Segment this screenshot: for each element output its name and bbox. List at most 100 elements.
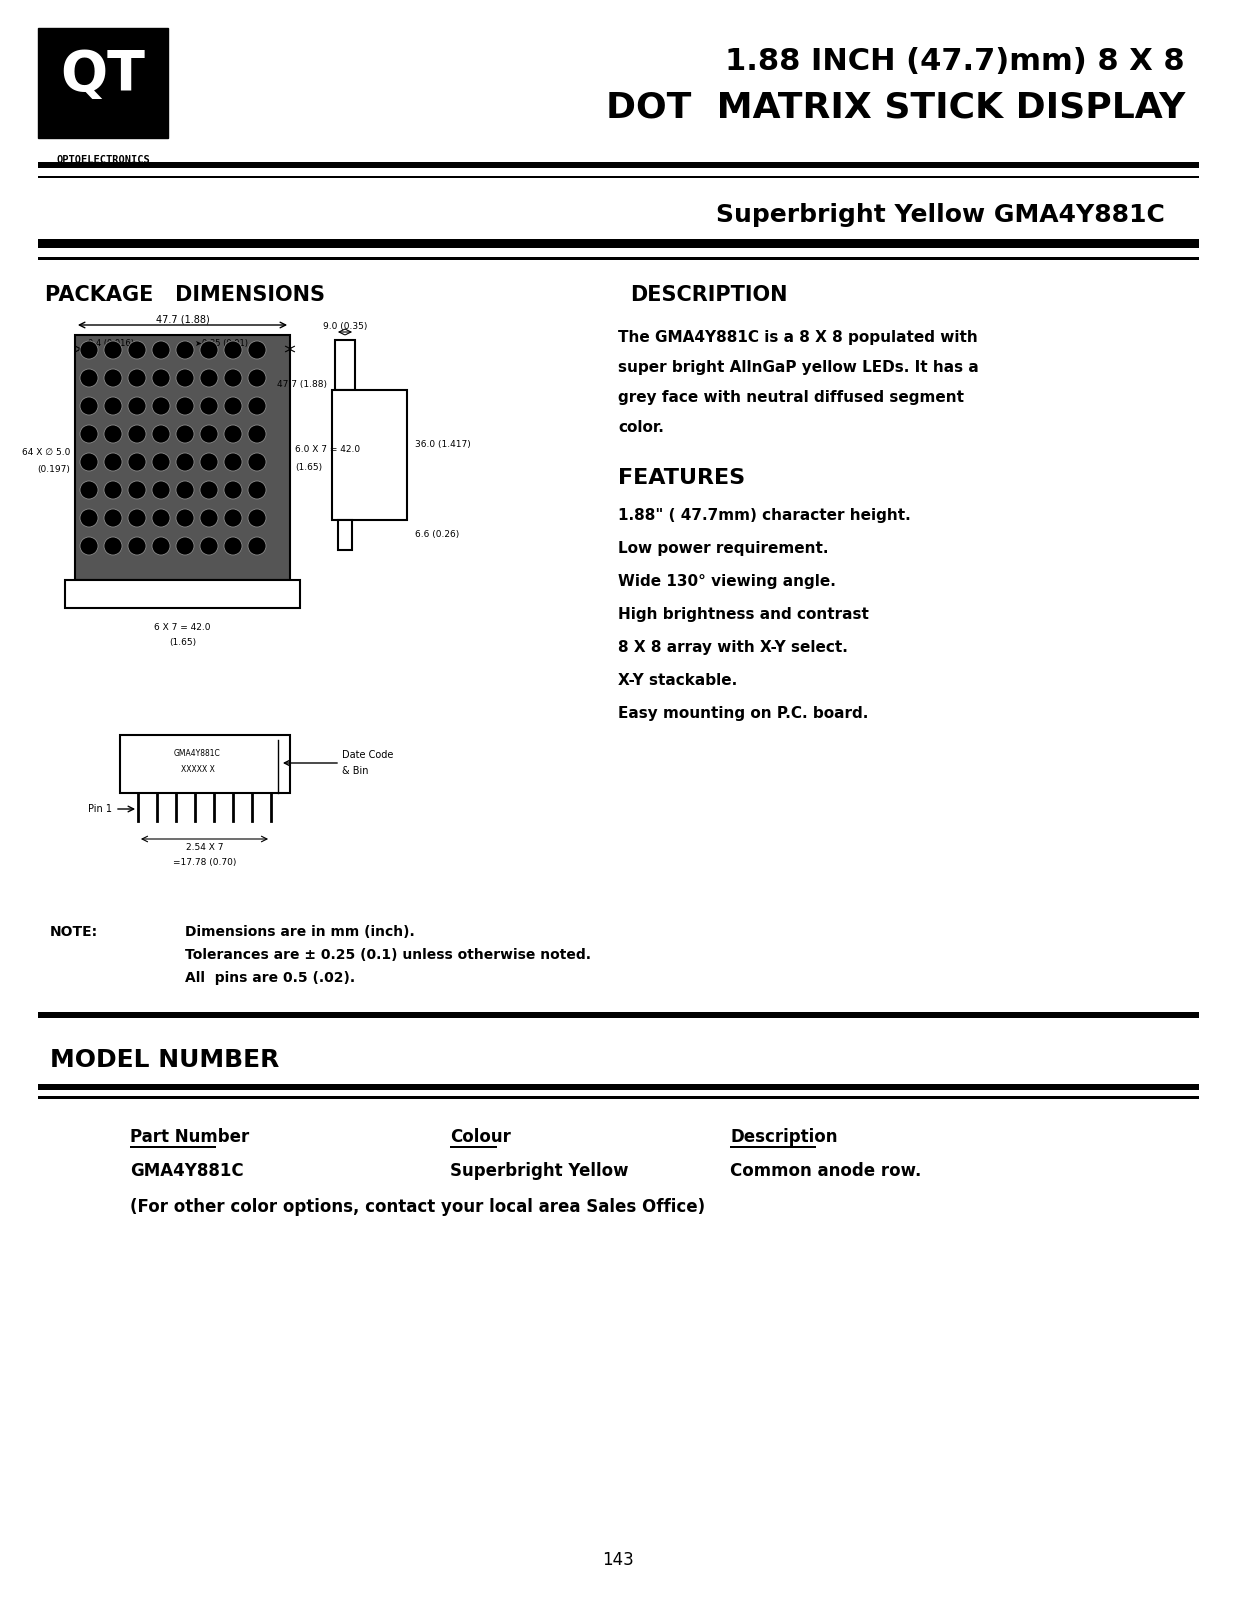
Circle shape <box>104 426 122 443</box>
Text: 143: 143 <box>602 1550 633 1570</box>
Circle shape <box>176 482 194 499</box>
Circle shape <box>80 397 98 414</box>
Bar <box>38 27 168 138</box>
Circle shape <box>176 397 194 414</box>
Text: Colour: Colour <box>450 1128 511 1146</box>
Text: (1.65): (1.65) <box>169 638 195 648</box>
Text: 47.7 (1.88): 47.7 (1.88) <box>277 381 327 389</box>
Bar <box>38 176 1199 178</box>
Circle shape <box>247 482 266 499</box>
Text: High brightness and contrast: High brightness and contrast <box>618 606 868 622</box>
Circle shape <box>104 482 122 499</box>
Text: Common anode row.: Common anode row. <box>730 1162 922 1181</box>
Text: 1.88" ( 47.7mm) character height.: 1.88" ( 47.7mm) character height. <box>618 509 910 523</box>
Circle shape <box>152 509 169 526</box>
Bar <box>38 1096 1199 1099</box>
Text: Wide 130° viewing angle.: Wide 130° viewing angle. <box>618 574 836 589</box>
Circle shape <box>247 426 266 443</box>
Circle shape <box>176 509 194 526</box>
Text: 6.6 (0.26): 6.6 (0.26) <box>414 531 459 539</box>
Text: 47.7 (1.88): 47.7 (1.88) <box>156 315 209 325</box>
Circle shape <box>127 538 146 555</box>
Circle shape <box>224 482 242 499</box>
Text: super bright AllnGaP yellow LEDs. It has a: super bright AllnGaP yellow LEDs. It has… <box>618 360 978 374</box>
Circle shape <box>127 341 146 358</box>
Circle shape <box>176 453 194 470</box>
Circle shape <box>80 509 98 526</box>
Text: GMA4Y881C: GMA4Y881C <box>130 1162 244 1181</box>
Circle shape <box>80 370 98 387</box>
Text: 6 X 7 = 42.0: 6 X 7 = 42.0 <box>155 624 210 632</box>
Text: Superbright Yellow GMA4Y881C: Superbright Yellow GMA4Y881C <box>716 203 1165 227</box>
Text: 64 X ∅ 5.0: 64 X ∅ 5.0 <box>21 448 71 458</box>
Circle shape <box>104 370 122 387</box>
Circle shape <box>247 509 266 526</box>
Circle shape <box>247 453 266 470</box>
Text: The GMA4Y881C is a 8 X 8 populated with: The GMA4Y881C is a 8 X 8 populated with <box>618 330 977 346</box>
Text: 36.0 (1.417): 36.0 (1.417) <box>414 440 471 450</box>
Circle shape <box>200 538 218 555</box>
Bar <box>38 162 1199 168</box>
Text: 0.4 (0.016): 0.4 (0.016) <box>88 339 134 349</box>
Text: 9.0 (0.35): 9.0 (0.35) <box>323 322 367 331</box>
Text: & Bin: & Bin <box>341 766 369 776</box>
Circle shape <box>152 341 169 358</box>
Circle shape <box>176 341 194 358</box>
Circle shape <box>127 397 146 414</box>
Text: (For other color options, contact your local area Sales Office): (For other color options, contact your l… <box>130 1198 705 1216</box>
Text: =17.78 (0.70): =17.78 (0.70) <box>173 859 236 867</box>
Bar <box>338 520 353 550</box>
Circle shape <box>152 482 169 499</box>
Circle shape <box>224 397 242 414</box>
Bar <box>38 258 1199 259</box>
Circle shape <box>152 397 169 414</box>
Circle shape <box>200 397 218 414</box>
Circle shape <box>104 509 122 526</box>
Bar <box>75 334 289 579</box>
Text: FEATURES: FEATURES <box>618 467 745 488</box>
Bar <box>730 1146 815 1149</box>
Circle shape <box>152 453 169 470</box>
Text: MODEL NUMBER: MODEL NUMBER <box>49 1048 280 1072</box>
Bar <box>66 579 301 608</box>
Text: DESCRIPTION: DESCRIPTION <box>630 285 788 306</box>
Circle shape <box>80 341 98 358</box>
Circle shape <box>104 453 122 470</box>
Circle shape <box>200 453 218 470</box>
Text: NOTE:: NOTE: <box>49 925 98 939</box>
Text: Tolerances are ± 0.25 (0.1) unless otherwise noted.: Tolerances are ± 0.25 (0.1) unless other… <box>186 947 591 962</box>
Text: XXXXX X: XXXXX X <box>181 765 214 773</box>
Text: grey face with neutral diffused segment: grey face with neutral diffused segment <box>618 390 964 405</box>
Bar <box>38 1013 1199 1018</box>
Circle shape <box>224 538 242 555</box>
Circle shape <box>176 426 194 443</box>
Bar <box>38 1085 1199 1090</box>
Bar <box>335 341 355 390</box>
Bar <box>450 1146 497 1149</box>
Circle shape <box>127 370 146 387</box>
Text: X-Y stackable.: X-Y stackable. <box>618 674 737 688</box>
Circle shape <box>200 426 218 443</box>
Text: GMA4Y881C: GMA4Y881C <box>174 749 221 757</box>
Circle shape <box>200 370 218 387</box>
Bar <box>120 734 289 794</box>
Text: (0.197): (0.197) <box>37 466 71 474</box>
Text: Description: Description <box>730 1128 837 1146</box>
Bar <box>130 1146 215 1149</box>
Circle shape <box>200 341 218 358</box>
Text: ➤0.35 (0.01): ➤0.35 (0.01) <box>195 339 247 349</box>
Text: Date Code: Date Code <box>341 750 393 760</box>
Circle shape <box>224 341 242 358</box>
Circle shape <box>224 426 242 443</box>
Text: Dimensions are in mm (inch).: Dimensions are in mm (inch). <box>186 925 414 939</box>
Bar <box>38 238 1199 248</box>
Bar <box>332 390 407 520</box>
Text: Superbright Yellow: Superbright Yellow <box>450 1162 628 1181</box>
Circle shape <box>80 453 98 470</box>
Circle shape <box>224 453 242 470</box>
Circle shape <box>127 453 146 470</box>
Text: 8 X 8 array with X-Y select.: 8 X 8 array with X-Y select. <box>618 640 847 654</box>
Circle shape <box>200 509 218 526</box>
Circle shape <box>247 397 266 414</box>
Text: OPTOELECTRONICS: OPTOELECTRONICS <box>56 155 150 165</box>
